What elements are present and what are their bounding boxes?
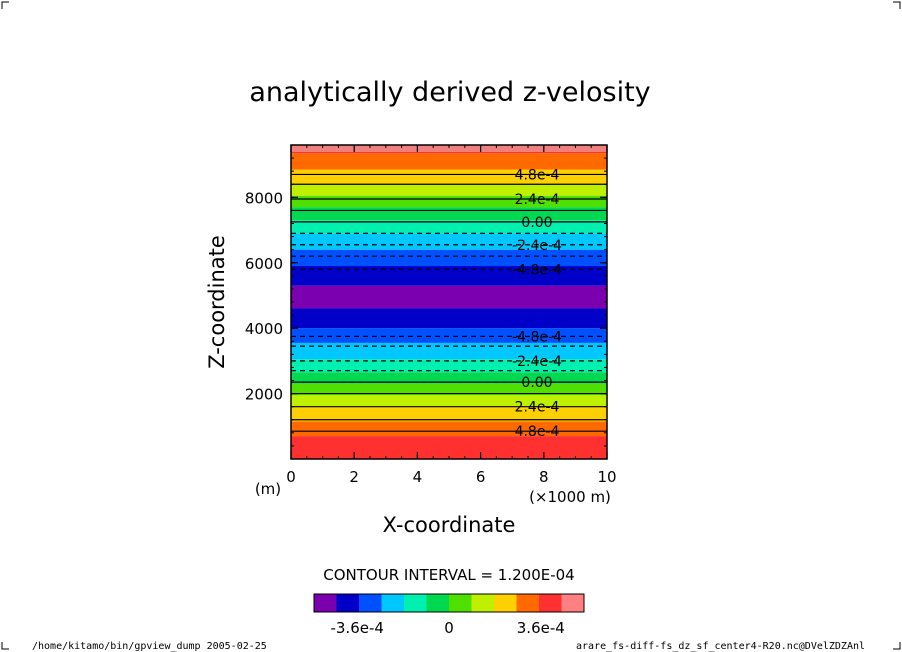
colorbar-swatch-9 — [516, 594, 540, 612]
chart-title: analytically derived z-velosity — [249, 77, 650, 108]
contour-label-8: -4.8e-4 — [512, 329, 562, 345]
footer-left: /home/kitamo/bin/gpview_dump 2005-02-25 — [32, 641, 267, 652]
colorbar-swatch-6 — [449, 594, 472, 612]
contour-label-6: -2.4e-4 — [512, 354, 562, 370]
colorbar-swatch-11 — [561, 594, 585, 612]
color-band-16 — [291, 195, 607, 208]
colorbar-swatch-2 — [359, 594, 382, 612]
contour-interval-text: CONTOUR INTERVAL = 1.200E-04 — [323, 566, 574, 584]
contour-label-13: 0.00 — [521, 215, 552, 231]
color-band-5 — [291, 372, 607, 384]
color-band-17 — [291, 184, 607, 196]
plot-contours — [291, 173, 607, 432]
color-band-18 — [291, 169, 607, 185]
top-strip — [291, 145, 607, 152]
y-axis-ticks: 2000 4000 6000 8000 — [245, 144, 607, 460]
color-band-6 — [291, 359, 607, 373]
x-unit-left: (m) — [255, 480, 281, 498]
x-tick-label-4: 8 — [539, 468, 549, 486]
y-tick-label-3: 8000 — [245, 189, 283, 207]
contour-label-15: 2.4e-4 — [515, 192, 560, 208]
contour-label-0: 4.8e-4 — [515, 424, 560, 440]
color-band-3 — [291, 395, 607, 407]
colorbar-swatch-7 — [471, 594, 495, 612]
contour-label-17: 4.8e-4 — [515, 167, 560, 183]
x-axis-label: X-coordinate — [383, 513, 516, 537]
colorbar-frame — [313, 593, 585, 613]
colorbar-swatch-10 — [539, 594, 562, 612]
color-band-7 — [291, 342, 607, 360]
colorbar-swatch-4 — [404, 594, 427, 612]
colorbar-ticks: -3.6e-4 0 3.6e-4 — [330, 619, 564, 637]
y-tick-label-0: 2000 — [245, 386, 283, 404]
x-unit-right: (×1000 m) — [529, 488, 611, 506]
y-tick-label-2: 6000 — [245, 255, 283, 273]
contour-label-11: -2.4e-4 — [512, 238, 562, 254]
color-band-11 — [291, 266, 607, 286]
color-band-4 — [291, 383, 607, 396]
contour-label-4: 0.00 — [521, 375, 552, 391]
y-axis-label: Z-coordinate — [205, 235, 229, 369]
x-axis-ticks: 0 2 4 6 8 10 — [286, 145, 617, 486]
color-band-13 — [291, 233, 607, 250]
colorbar-tick-label-1: 0 — [444, 619, 454, 637]
color-band-8 — [291, 328, 607, 343]
color-band-2 — [291, 406, 607, 422]
colorbar-swatch-8 — [494, 594, 517, 612]
colorbar-swatch-3 — [381, 594, 405, 612]
color-band-9 — [291, 308, 607, 329]
plot-bands — [291, 145, 607, 459]
contour-label-9: -4.8e-4 — [512, 262, 562, 278]
x-tick-label-0: 0 — [286, 468, 296, 486]
colorbar-swatch-1 — [336, 594, 360, 612]
x-tick-label-3: 6 — [476, 468, 486, 486]
x-tick-label-2: 4 — [413, 468, 423, 486]
color-band-1 — [291, 421, 607, 437]
colorbar-tick-label-2: 3.6e-4 — [517, 619, 565, 637]
colorbar-swatch-0 — [314, 594, 337, 612]
color-band-12 — [291, 249, 607, 267]
color-band-15 — [291, 207, 607, 221]
colorbar-swatch-5 — [426, 594, 450, 612]
color-band-10 — [291, 285, 607, 309]
color-band-19 — [291, 153, 607, 170]
x-tick-label-1: 2 — [349, 468, 359, 486]
x-tick-label-5: 10 — [597, 468, 616, 486]
y-tick-label-1: 4000 — [245, 320, 283, 338]
colorbar-tick-label-0: -3.6e-4 — [330, 619, 383, 637]
colorbar — [314, 594, 585, 612]
contour-label-2: 2.4e-4 — [515, 400, 560, 416]
plot-contour-labels: 4.8e-4 2.4e-4 0.00 -2.4e-4 -4.8e-4 -4.8e-4 -2.… — [512, 167, 562, 440]
footer-right: arare_fs-diff-fs_dz_sf_center4-R20.nc@DV… — [576, 641, 865, 652]
color-band-14 — [291, 220, 607, 234]
color-band-0 — [291, 436, 607, 459]
